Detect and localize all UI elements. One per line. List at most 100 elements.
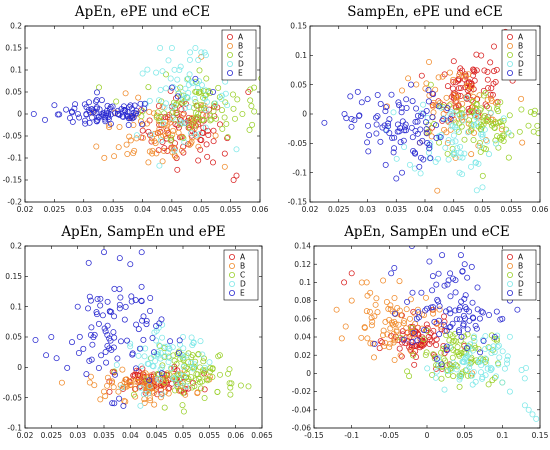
y-tick-label: -0.1 bbox=[7, 424, 22, 433]
data-point bbox=[170, 144, 177, 151]
data-point bbox=[447, 331, 454, 338]
data-point bbox=[534, 122, 540, 129]
data-point bbox=[490, 120, 497, 127]
data-point bbox=[94, 311, 100, 318]
data-point bbox=[450, 132, 457, 139]
data-point bbox=[154, 378, 160, 385]
data-point bbox=[422, 307, 429, 314]
data-point bbox=[259, 90, 260, 95]
y-tick-label: -0.15 bbox=[3, 176, 23, 185]
data-point bbox=[86, 119, 93, 126]
x-tick-label: 0.035 bbox=[386, 205, 408, 214]
data-point bbox=[442, 144, 449, 151]
data-point bbox=[148, 372, 154, 379]
data-point bbox=[169, 108, 176, 115]
data-point bbox=[213, 115, 220, 122]
data-point bbox=[453, 97, 460, 104]
data-point bbox=[471, 333, 478, 340]
data-point bbox=[80, 345, 87, 352]
legend-label: D bbox=[518, 60, 524, 69]
data-point bbox=[76, 333, 83, 340]
data-point bbox=[473, 159, 479, 166]
data-point bbox=[499, 315, 506, 322]
data-point bbox=[130, 150, 137, 157]
data-point bbox=[445, 137, 452, 144]
data-point bbox=[233, 172, 240, 179]
data-point bbox=[450, 76, 457, 83]
data-point bbox=[161, 352, 168, 359]
data-point bbox=[416, 163, 423, 170]
data-point bbox=[198, 117, 205, 124]
data-point bbox=[394, 305, 401, 311]
x-tick-label: -0.15 bbox=[304, 431, 324, 440]
data-point bbox=[384, 331, 391, 338]
data-point bbox=[166, 345, 173, 352]
data-point bbox=[130, 391, 137, 398]
data-point bbox=[491, 43, 497, 50]
data-point bbox=[466, 350, 473, 357]
data-point bbox=[111, 400, 118, 407]
data-point bbox=[445, 277, 452, 284]
data-point bbox=[403, 127, 409, 134]
data-point bbox=[476, 140, 483, 146]
data-point bbox=[198, 105, 205, 112]
data-point bbox=[404, 368, 411, 375]
data-point bbox=[103, 359, 110, 366]
legend-marker bbox=[226, 70, 233, 77]
data-point bbox=[430, 109, 437, 116]
data-point bbox=[484, 76, 491, 83]
data-point bbox=[444, 140, 451, 146]
data-point bbox=[455, 128, 462, 135]
data-point bbox=[385, 120, 392, 127]
legend-label: E bbox=[240, 289, 245, 298]
data-point bbox=[188, 129, 195, 136]
data-point bbox=[514, 306, 521, 313]
data-point bbox=[364, 335, 371, 342]
data-point bbox=[443, 117, 450, 124]
data-point bbox=[418, 72, 425, 79]
data-point bbox=[109, 103, 116, 110]
data-point bbox=[348, 270, 355, 277]
data-point bbox=[135, 352, 142, 359]
data-point bbox=[239, 111, 246, 117]
data-point bbox=[501, 365, 508, 372]
data-point bbox=[159, 362, 166, 369]
data-point bbox=[138, 283, 145, 290]
data-point bbox=[444, 150, 451, 157]
data-point bbox=[487, 364, 494, 371]
data-point bbox=[423, 294, 429, 301]
data-point bbox=[148, 131, 155, 138]
panel-title: SampEn, ePE und eCE bbox=[347, 4, 503, 20]
data-point bbox=[457, 372, 464, 379]
legend-marker bbox=[226, 34, 233, 41]
y-tick-label: -0.05 bbox=[288, 139, 308, 148]
data-point bbox=[439, 117, 446, 124]
data-point bbox=[382, 318, 389, 325]
data-point bbox=[423, 130, 430, 137]
series-C bbox=[111, 343, 252, 415]
data-point bbox=[145, 390, 152, 397]
legend-label: A bbox=[238, 33, 244, 42]
data-point bbox=[469, 347, 476, 354]
data-point bbox=[171, 366, 178, 373]
data-point bbox=[368, 314, 375, 321]
data-point bbox=[399, 87, 405, 94]
data-point bbox=[519, 139, 526, 146]
data-point bbox=[133, 108, 140, 115]
data-point bbox=[486, 312, 492, 318]
data-point bbox=[168, 134, 175, 141]
data-point bbox=[408, 124, 415, 131]
data-point bbox=[85, 305, 91, 312]
scatter-panel-4: ApEn, SampEn und eCE -0.15 -0.1 -0.05 0 0.05 0… bbox=[292, 224, 549, 440]
y-tick-label: 0.02 bbox=[294, 351, 311, 360]
data-point bbox=[131, 371, 138, 378]
data-point bbox=[413, 81, 420, 88]
x-tick-label: 0.03 bbox=[75, 205, 92, 214]
data-point bbox=[179, 402, 186, 409]
data-point bbox=[180, 334, 186, 340]
data-point bbox=[443, 332, 450, 339]
data-point bbox=[348, 297, 355, 304]
data-point bbox=[87, 297, 94, 304]
y-tick-label: -0.05 bbox=[3, 393, 23, 402]
